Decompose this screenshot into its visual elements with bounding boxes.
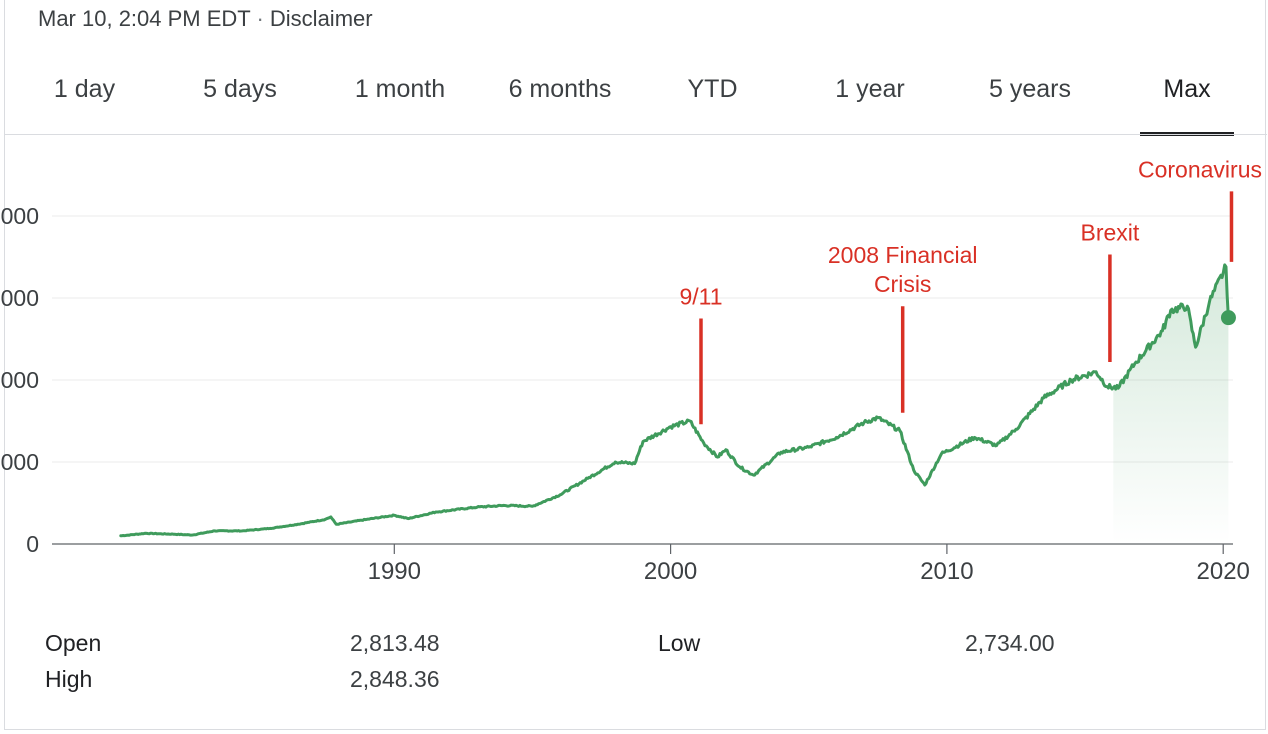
- tab-max[interactable]: Max: [1140, 58, 1234, 136]
- timestamp-text: Mar 10, 2:04 PM EDT: [38, 6, 251, 31]
- chart-card: [4, 0, 1266, 730]
- annotations: 9/11 2008 Financial Crisis Brexit Coronaviru…: [679, 156, 1262, 425]
- tab-6-months[interactable]: 6 months: [508, 75, 612, 103]
- annotation-label: 9/11: [679, 284, 722, 310]
- annotation-label: Brexit: [1081, 220, 1140, 246]
- x-tick-label: 2000: [644, 558, 697, 585]
- stat-low-value: 2,734.00: [965, 630, 1055, 656]
- tab-ytd[interactable]: YTD: [687, 75, 738, 103]
- x-tick-label: 2020: [1197, 558, 1250, 585]
- annotation-label: 2008 Financial: [828, 242, 978, 268]
- series-line-layer: [119, 263, 1236, 538]
- tab-5-days[interactable]: 5 days: [203, 75, 277, 103]
- tabs-divider: [5, 134, 1267, 135]
- tab-1-year[interactable]: 1 year: [835, 75, 905, 103]
- stats-table: Open 2,813.48 High 2,848.36 Low 2,734.00: [0, 620, 1268, 710]
- tab-5-years[interactable]: 5 years: [989, 75, 1071, 103]
- annotation-label: Crisis: [874, 271, 932, 297]
- x-tick-label: 1990: [368, 558, 421, 585]
- x-tick-label: 2010: [920, 558, 973, 585]
- current-value-dot: [1220, 310, 1236, 326]
- range-tabs: 1 day 5 days 1 month 6 months YTD 1 year…: [5, 58, 1267, 136]
- tab-1-day[interactable]: 1 day: [53, 75, 116, 103]
- y-tick-label: 2,000: [0, 367, 39, 393]
- stat-open-value: 2,813.48: [350, 630, 440, 656]
- y-tick-label: 4,000: [0, 203, 39, 229]
- stat-high-value: 2,848.36: [350, 666, 440, 692]
- grid: [52, 215, 1233, 554]
- y-tick-label: 1,000: [0, 449, 39, 475]
- tab-1-month[interactable]: 1 month: [354, 75, 446, 103]
- quote-timestamp: Mar 10, 2:04 PM EDT · Disclaimer: [38, 6, 373, 32]
- stat-open-label: Open: [45, 630, 102, 656]
- stat-low-label: Low: [658, 630, 701, 656]
- y-tick-label: 0: [26, 531, 39, 557]
- price-chart[interactable]: 9/11 2008 Financial Crisis Brexit Coronaviru…: [0, 136, 1268, 612]
- disclaimer-link[interactable]: Disclaimer: [269, 6, 373, 31]
- annotation-label: Coronavirus: [1138, 156, 1262, 182]
- y-tick-label: 3,000: [0, 285, 39, 311]
- series-line: [119, 263, 1230, 538]
- area-fill-layer: [1113, 264, 1229, 544]
- area-fill: [1113, 264, 1229, 544]
- stat-high-label: High: [45, 666, 93, 692]
- axis-ticks: 0 1,000 2,000 3,000 4,000 1990 2000 2010 2020: [0, 203, 1250, 585]
- timestamp-separator: ·: [250, 6, 270, 31]
